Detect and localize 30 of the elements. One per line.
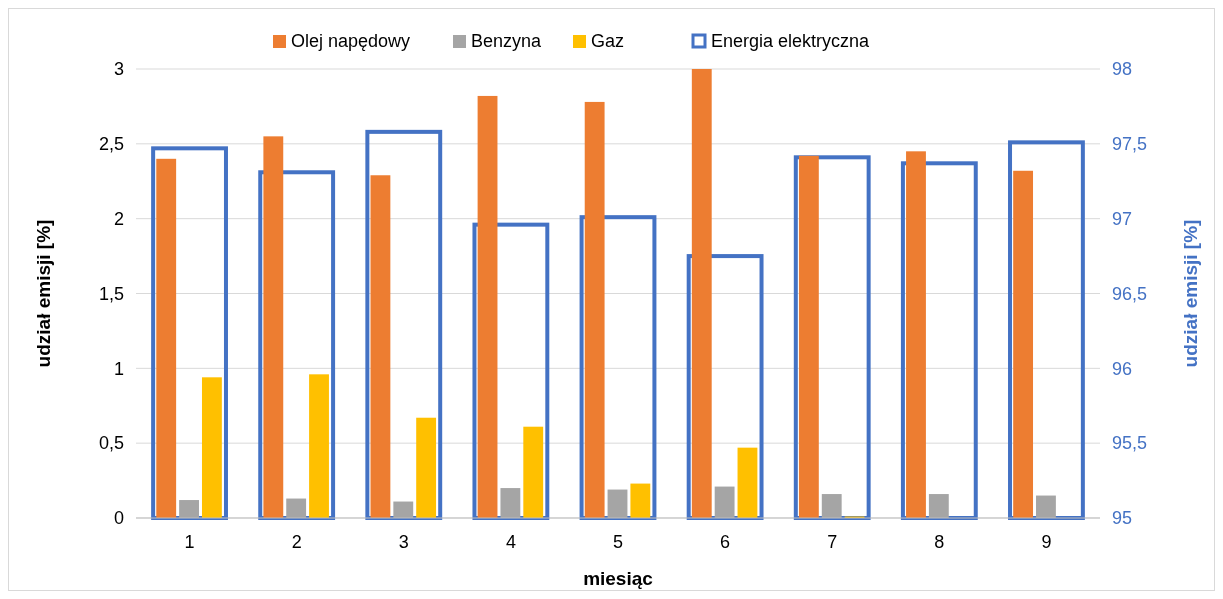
x-tick-label: 6 <box>720 532 731 552</box>
legend-label: Benzyna <box>471 31 543 52</box>
legend-label: Olej napędowy <box>291 31 411 52</box>
x-tick-label: 4 <box>505 532 516 552</box>
y-axis-title: udział emisji [%] <box>33 219 54 368</box>
y2-tick-label: 96 <box>1112 358 1133 379</box>
y2-tick-label: 96,5 <box>1112 283 1148 304</box>
y2-tick-label: 95 <box>1112 508 1133 529</box>
y2-tick-label: 98 <box>1112 59 1133 80</box>
x-tick-label: 7 <box>827 532 838 552</box>
x-tick-label: 1 <box>184 532 195 552</box>
x-tick-label: 3 <box>398 532 409 552</box>
y-tick-label: 3 <box>113 59 124 80</box>
y-tick-label: 2,5 <box>98 134 124 155</box>
x-tick-label: 5 <box>612 532 624 552</box>
legend-label: Energia elektryczna <box>711 31 871 52</box>
y-tick-label: 2 <box>113 208 124 229</box>
x-tick-label: 8 <box>934 532 945 552</box>
y2-axis-title: udział emisji [%] <box>1180 219 1201 368</box>
x-axis-title: miesiąc <box>583 568 654 589</box>
y2-tick-label: 95,5 <box>1112 433 1148 454</box>
y2-tick-label: 97,5 <box>1112 134 1148 155</box>
y-tick-label: 0,5 <box>98 433 124 454</box>
x-tick-label: 9 <box>1041 532 1052 552</box>
legend-label: Gaz <box>591 31 625 52</box>
y-tick-label: 1 <box>113 358 124 379</box>
y-tick-label: 0 <box>113 508 124 529</box>
y2-tick-label: 97 <box>1112 208 1133 229</box>
x-tick-label: 2 <box>291 532 302 552</box>
y-tick-label: 1,5 <box>98 283 124 304</box>
